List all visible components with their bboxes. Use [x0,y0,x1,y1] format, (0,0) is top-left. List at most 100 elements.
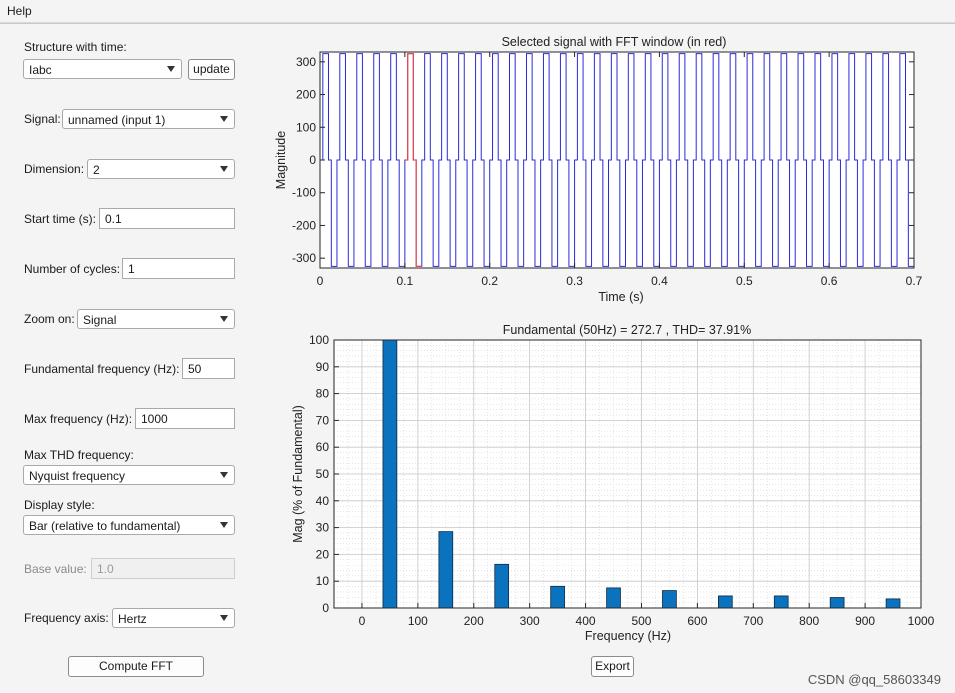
compute-fft-button[interactable]: Compute FFT [68,656,204,677]
spectrum-xtick-label: 900 [855,614,875,628]
freq-axis-label: Frequency axis: [24,611,109,625]
spectrum-xlabel: Frequency (Hz) [585,629,671,643]
dimension-value: 2 [93,163,100,177]
signal-dropdown[interactable]: unnamed (input 1) [62,109,235,129]
signal-xtick-label: 0.5 [736,274,753,288]
fund-freq-value: 50 [188,362,202,376]
freq-axis-value: Hertz [118,612,147,626]
spectrum-bar [494,563,510,609]
spectrum-xtick-label: 700 [743,614,763,628]
spectrum-ytick-label: 90 [316,360,330,374]
max-freq-label: Max frequency (Hz): [24,412,133,426]
spectrum-bar [662,590,677,609]
signal-xtick-label: 0.7 [906,274,923,288]
watermark: CSDN @qq_58603349 [807,672,941,687]
spectrum-bar [438,531,454,609]
start-time-value: 0.1 [105,212,122,226]
signal-ytick-label: -300 [292,251,316,265]
cycles-label: Number of cycles: [24,262,121,276]
zoom-dropdown[interactable]: Signal [77,309,235,329]
signal-ytick-label: 0 [309,153,316,167]
structure-label: Structure with time: [24,40,127,54]
export-button[interactable]: Export [591,656,634,677]
start-time-label: Start time (s): [24,212,97,226]
spectrum-chart: Fundamental (50Hz) = 272.7 , THD= 37.91%… [291,323,935,643]
signal-label: Signal: [24,112,61,126]
display-style-dropdown[interactable]: Bar (relative to fundamental) [23,515,235,535]
spectrum-ytick-label: 10 [316,574,330,588]
signal-xtick-label: 0.2 [481,274,498,288]
signal-xtick-label: 0.1 [397,274,414,288]
help-menu[interactable]: Help [7,4,32,18]
spectrum-ytick-label: 50 [316,467,330,481]
spectrum-chart-title: Fundamental (50Hz) = 272.7 , THD= 37.91% [503,323,752,337]
max-thd-dropdown[interactable]: Nyquist frequency [23,465,235,485]
chevron-down-icon [220,472,228,478]
spectrum-ytick-label: 0 [322,601,329,615]
max-freq-value: 1000 [141,412,168,426]
signal-xtick-label: 0.6 [821,274,838,288]
spectrum-bar [550,585,565,609]
zoom-value: Signal [83,313,117,327]
base-value-input: 1.0 [91,558,235,579]
chevron-down-icon [220,166,228,172]
chevron-down-icon [220,522,228,528]
spectrum-bar [606,587,621,609]
start-time-input[interactable]: 0.1 [99,208,235,229]
spectrum-xtick-label: 300 [520,614,540,628]
display-style-label: Display style: [24,498,95,512]
spectrum-bar [382,339,398,609]
signal-chart-title: Selected signal with FFT window (in red) [502,35,727,49]
signal-ytick-label: 300 [296,55,316,69]
fund-freq-input[interactable]: 50 [182,358,235,379]
signal-xlabel: Time (s) [598,290,643,304]
signal-ylabel: Magnitude [274,131,288,189]
spectrum-xtick-label: 600 [687,614,707,628]
spectrum-xtick-label: 100 [408,614,428,628]
structure-dropdown[interactable]: Iabc [23,59,182,79]
signal-xtick-label: 0.4 [651,274,668,288]
spectrum-bar [718,595,733,609]
zoom-label: Zoom on: [24,312,75,326]
signal-value: unnamed (input 1) [68,113,166,127]
menubar: Help [0,0,955,23]
spectrum-ytick-label: 20 [316,547,330,561]
base-value-label: Base value: [24,562,87,576]
fft-window-line [404,53,422,267]
chevron-down-icon [220,615,228,621]
signal-ytick-label: -200 [292,218,316,232]
fund-freq-label: Fundamental frequency (Hz): [24,362,180,376]
spectrum-xtick-label: 800 [799,614,819,628]
spectrum-ytick-label: 80 [316,387,330,401]
spectrum-bar [773,595,789,609]
structure-value: Iabc [29,63,52,77]
signal-ytick-label: 100 [296,120,316,134]
chevron-down-icon [220,116,228,122]
spectrum-ytick-label: 60 [316,440,330,454]
cycles-value: 1 [128,262,135,276]
spectrum-xtick-label: 0 [359,614,366,628]
max-thd-value: Nyquist frequency [29,469,126,483]
spectrum-ytick-label: 40 [316,494,330,508]
display-style-value: Bar (relative to fundamental) [29,519,181,533]
freq-axis-dropdown[interactable]: Hertz [112,608,235,628]
signal-xtick-label: 0.3 [566,274,583,288]
base-value-value: 1.0 [97,562,114,576]
spectrum-ytick-label: 30 [316,521,330,535]
chevron-down-icon [167,66,175,72]
cycles-input[interactable]: 1 [122,258,235,279]
dimension-dropdown[interactable]: 2 [87,159,235,179]
update-button[interactable]: update [188,59,235,80]
spectrum-ylabel: Mag (% of Fundamental) [291,405,305,543]
spectrum-xtick-label: 500 [631,614,651,628]
max-thd-label: Max THD frequency: [24,448,134,462]
spectrum-xtick-label: 200 [464,614,484,628]
dimension-label: Dimension: [24,162,85,176]
spectrum-bar [829,597,845,609]
chevron-down-icon [220,316,228,322]
signal-chart: Selected signal with FFT window (in red)… [274,35,923,304]
max-freq-input[interactable]: 1000 [135,408,235,429]
spectrum-ytick-label: 100 [309,333,329,347]
spectrum-xtick-label: 1000 [908,614,935,628]
